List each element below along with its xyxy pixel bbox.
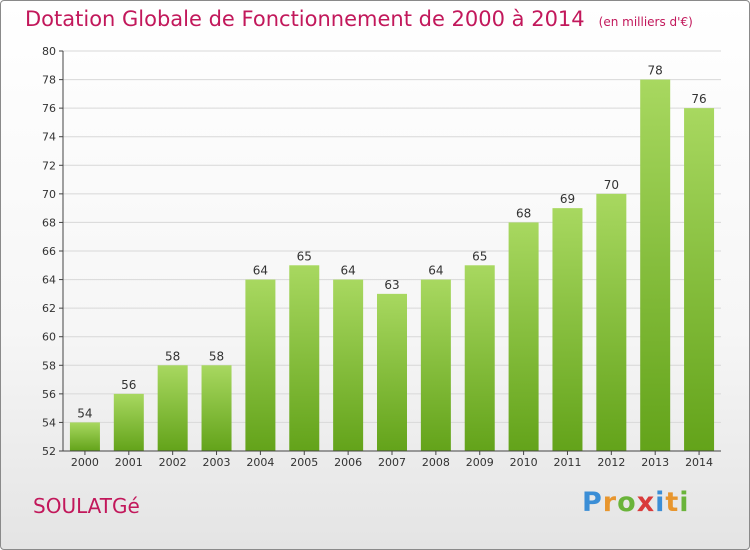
bar — [69, 422, 100, 451]
logo-letter: x — [636, 487, 656, 518]
axes: 52 54 56 58 60 62 64 66 68 70 72 74 76 78 80 2000 2001 20… — [42, 45, 721, 469]
y-tick-label: 78 — [42, 74, 56, 87]
bar — [596, 193, 627, 451]
bar — [508, 222, 539, 451]
x-tick-label: 2008 — [422, 456, 450, 469]
bar — [684, 108, 715, 452]
bar — [552, 208, 583, 451]
y-tick-label: 72 — [42, 159, 56, 172]
y-tick-label: 66 — [42, 245, 56, 258]
bar — [377, 293, 407, 451]
data-label: 68 — [516, 206, 531, 220]
data-label: 69 — [560, 192, 575, 206]
logo-letter: P — [582, 487, 603, 518]
data-label: 58 — [165, 349, 180, 363]
data-label: 64 — [253, 264, 268, 278]
x-tick-label: 2005 — [290, 456, 318, 469]
y-tick-label: 62 — [42, 302, 56, 315]
y-tick-label: 68 — [42, 216, 56, 229]
y-tick-label: 76 — [42, 102, 56, 115]
bar — [113, 393, 144, 451]
bar — [464, 265, 495, 451]
bar — [640, 79, 671, 452]
y-tick-label: 54 — [42, 416, 56, 429]
bar — [201, 365, 232, 451]
x-tick-label: 2001 — [115, 456, 143, 469]
data-label: 56 — [121, 378, 136, 392]
x-tick-label: 2012 — [597, 456, 625, 469]
y-tick-label: 60 — [42, 331, 56, 344]
data-label: 63 — [384, 278, 399, 292]
data-label: 76 — [691, 92, 706, 106]
y-tick-label: 64 — [42, 274, 56, 287]
data-label: 65 — [297, 249, 312, 263]
chart-unit-label: (en milliers d'€) — [598, 15, 693, 29]
bar — [245, 279, 276, 451]
data-label: 65 — [472, 249, 487, 263]
x-tick-label: 2004 — [246, 456, 274, 469]
x-tick-label: 2003 — [203, 456, 231, 469]
logo-letter: t — [665, 487, 680, 518]
bars: 54 56 58 58 64 65 64 63 64 65 68 69 70 78 76 — [69, 64, 715, 452]
chart-title: Dotation Globale de Fonctionnement de 20… — [25, 7, 693, 31]
data-label: 78 — [648, 64, 663, 78]
x-tick-label: 2000 — [71, 456, 99, 469]
logo-letter: r — [602, 487, 618, 518]
data-label: 64 — [340, 264, 355, 278]
data-label: 54 — [77, 406, 92, 420]
bar — [289, 265, 320, 451]
chart-title-text: Dotation Globale de Fonctionnement de 20… — [25, 7, 585, 31]
commune-name: SOULATGé — [33, 494, 140, 518]
bar — [157, 365, 188, 451]
bar — [333, 279, 364, 451]
x-tick-label: 2009 — [466, 456, 494, 469]
y-tick-label: 56 — [42, 388, 56, 401]
y-tick-label: 52 — [42, 445, 56, 458]
proxiti-logo: Proxiti — [582, 487, 690, 518]
x-tick-label: 2014 — [685, 456, 713, 469]
x-tick-label: 2010 — [510, 456, 538, 469]
data-label: 70 — [604, 178, 619, 192]
logo-letter: i — [655, 487, 666, 518]
logo-letter: o — [617, 487, 637, 518]
y-tick-label: 74 — [42, 131, 56, 144]
x-tick-label: 2007 — [378, 456, 406, 469]
x-tick-label: 2011 — [553, 456, 581, 469]
data-label: 58 — [209, 349, 224, 363]
x-tick-label: 2002 — [159, 456, 187, 469]
y-tick-label: 80 — [42, 45, 56, 58]
bar — [420, 279, 451, 451]
y-tick-label: 58 — [42, 359, 56, 372]
x-tick-label: 2013 — [641, 456, 669, 469]
y-tick-label: 70 — [42, 188, 56, 201]
x-tick-label: 2006 — [334, 456, 362, 469]
logo-letter: i — [679, 487, 690, 518]
data-label: 64 — [428, 264, 443, 278]
